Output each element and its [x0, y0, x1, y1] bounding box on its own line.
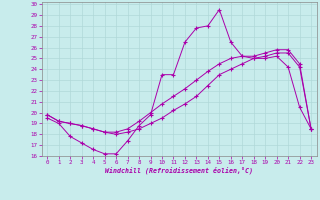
X-axis label: Windchill (Refroidissement éolien,°C): Windchill (Refroidissement éolien,°C) — [105, 167, 253, 174]
